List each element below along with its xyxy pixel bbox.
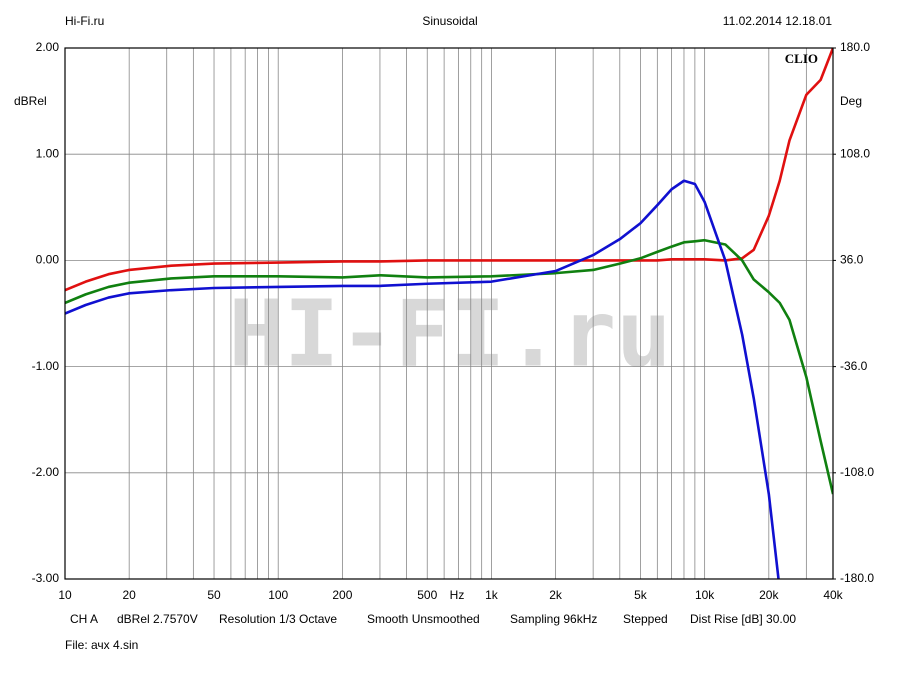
y-tick-label: 0.00	[36, 253, 60, 267]
footer-item: dBRel 2.7570V	[117, 612, 198, 626]
y-tick-label: 2.00	[36, 40, 60, 54]
x-tick-label: 50	[207, 588, 221, 602]
x-tick-label: 500	[417, 588, 437, 602]
footer-item: Sampling 96kHz	[510, 612, 597, 626]
y-axis-label: dBRel	[14, 94, 47, 108]
x-tick-label: 5k	[634, 588, 648, 602]
x-tick-label: 1k	[485, 588, 499, 602]
y2-tick-label: -36.0	[840, 359, 868, 373]
x-tick-label: 20k	[759, 588, 779, 602]
x-tick-label: 20	[123, 588, 137, 602]
y2-tick-label: 180.0	[840, 40, 870, 54]
footer-item: Resolution 1/3 Octave	[219, 612, 337, 626]
footer-item: Smooth Unsmoothed	[367, 612, 480, 626]
header-right: 11.02.2014 12.18.01	[723, 14, 833, 28]
y2-tick-label: -180.0	[840, 571, 874, 585]
x-axis-label: Hz	[450, 588, 465, 602]
x-tick-label: 200	[332, 588, 352, 602]
header-left: Hi-Fi.ru	[65, 14, 104, 28]
footer-item: Dist Rise [dB] 30.00	[690, 612, 796, 626]
x-tick-label: 100	[268, 588, 288, 602]
x-tick-label: 2k	[549, 588, 563, 602]
y-tick-label: -2.00	[32, 465, 60, 479]
series-line	[65, 48, 833, 292]
y2-tick-label: -108.0	[840, 465, 874, 479]
x-tick-label: 10	[58, 588, 72, 602]
y2-axis-label: Deg	[840, 94, 862, 108]
footer-item: Stepped	[623, 612, 668, 626]
y2-tick-label: 108.0	[840, 146, 870, 160]
watermark: HI-FI.ru	[228, 280, 671, 387]
brand: CLIO	[785, 51, 818, 66]
footer-item: CH A	[70, 612, 98, 626]
file-label: File: ачх 4.sin	[65, 638, 138, 652]
series-line	[65, 179, 780, 579]
header-center: Sinusoidal	[422, 14, 477, 28]
series-line	[65, 238, 833, 495]
x-tick-label: 10k	[695, 588, 715, 602]
plot-frame	[64, 47, 834, 580]
y-tick-label: -1.00	[32, 359, 60, 373]
y-tick-label: 1.00	[36, 146, 60, 160]
y2-tick-label: 36.0	[840, 253, 864, 267]
y-tick-label: -3.00	[32, 571, 60, 585]
x-tick-label: 40k	[823, 588, 843, 602]
